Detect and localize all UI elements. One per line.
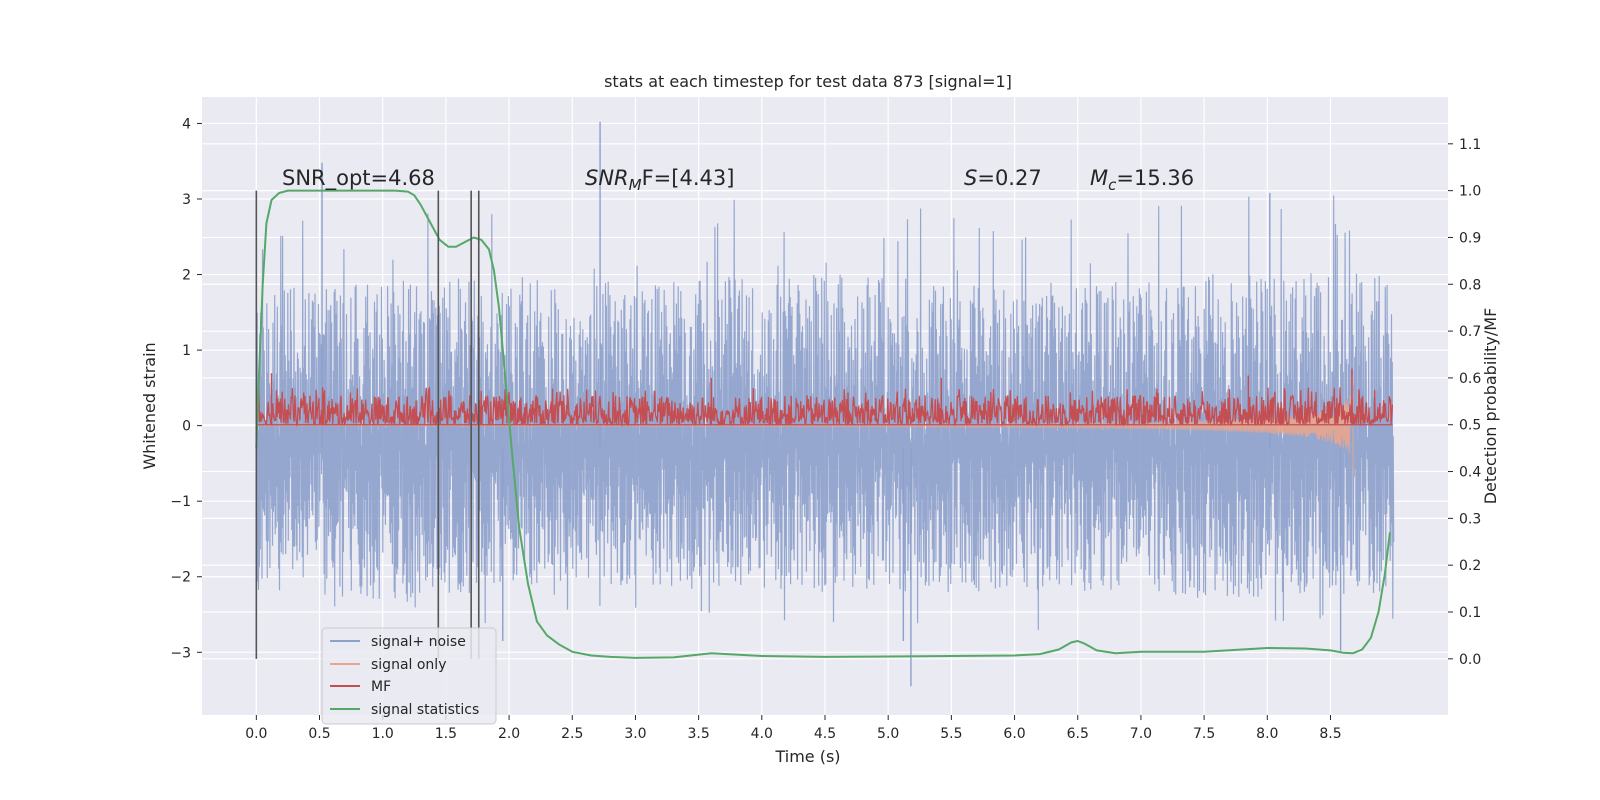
series-signal-noise xyxy=(255,195,1395,631)
snr-mf-annotation: SNRMF=[4.43] xyxy=(585,166,734,194)
x-tick-label: 2.0 xyxy=(498,726,520,742)
s-symbol: S xyxy=(964,166,977,190)
y2-tick-label: 0.2 xyxy=(1459,558,1481,574)
y2-tick-label: 0.1 xyxy=(1459,605,1481,621)
x-tick-label: 3.0 xyxy=(624,726,646,742)
x-tick-label: 2.5 xyxy=(561,726,583,742)
y-tick-label: 4 xyxy=(182,116,191,132)
y2-tick-label: 0.0 xyxy=(1459,652,1481,668)
mc-symbol: M xyxy=(1090,166,1108,190)
legend-box xyxy=(321,627,497,725)
x-tick-label: 3.5 xyxy=(687,726,709,742)
x-tick-label: 8.5 xyxy=(1319,726,1341,742)
snr-mf-subscript: M xyxy=(629,176,642,194)
y2-axis-title: Detection probability/MF xyxy=(1481,308,1500,505)
x-tick-label: 7.0 xyxy=(1130,726,1152,742)
y2-tick-label: 0.5 xyxy=(1459,418,1481,434)
series-mf xyxy=(255,386,1394,428)
x-tick-label: 4.5 xyxy=(814,726,836,742)
x-tick-label: 0.0 xyxy=(245,726,267,742)
y2-tick-label: 0.7 xyxy=(1459,324,1481,340)
x-axis-title: Time (s) xyxy=(774,747,840,766)
legend-label-3: signal statistics xyxy=(371,702,479,718)
y-tick-label: −3 xyxy=(170,645,191,661)
y2-tick-label: 0.4 xyxy=(1459,465,1481,481)
snr-mf-value: F=[4.43] xyxy=(642,166,735,190)
s-annotation: S=0.27 xyxy=(964,166,1042,190)
mc-subscript: c xyxy=(1108,176,1117,194)
y2-tick-label: 0.9 xyxy=(1459,230,1481,246)
y2-tick-label: 1.1 xyxy=(1459,137,1481,153)
snr-mf-symbol: SNR xyxy=(585,166,629,190)
y2-tick-label: 1.0 xyxy=(1459,184,1481,200)
legend-label-2: MF xyxy=(371,679,391,695)
y-tick-label: 2 xyxy=(182,268,191,284)
mc-annotation: Mc=15.36 xyxy=(1090,166,1194,194)
y-tick-label: −2 xyxy=(170,570,191,586)
series-signal-statistics xyxy=(255,189,1391,659)
snr-opt-annotation: SNR_opt=4.68 xyxy=(282,166,435,191)
chart-title: stats at each timestep for test data 873… xyxy=(604,72,1012,91)
s-value: =0.27 xyxy=(977,166,1041,190)
x-tick-label: 5.5 xyxy=(940,726,962,742)
x-tick-label: 8.0 xyxy=(1256,726,1278,742)
legend: signal+ noise signal only MF signal stat… xyxy=(321,627,497,725)
y-tick-label: 3 xyxy=(182,192,191,208)
y-tick-label: 1 xyxy=(182,343,191,359)
legend-label-1: signal only xyxy=(371,657,446,673)
mc-value: =15.36 xyxy=(1116,166,1194,190)
x-tick-label: 6.0 xyxy=(1003,726,1025,742)
x-tick-label: 6.5 xyxy=(1067,726,1089,742)
x-tick-label: 7.5 xyxy=(1193,726,1215,742)
x-tick-label: 1.5 xyxy=(435,726,457,742)
x-tick-label: 0.5 xyxy=(308,726,330,742)
y2-tick-label: 0.8 xyxy=(1459,277,1481,293)
y-tick-label: 0 xyxy=(182,419,191,435)
x-tick-label: 5.0 xyxy=(877,726,899,742)
x-tick-label: 4.0 xyxy=(751,726,773,742)
x-tick-label: 1.0 xyxy=(372,726,394,742)
legend-label-0: signal+ noise xyxy=(371,634,466,650)
y2-tick-label: 0.6 xyxy=(1459,371,1481,387)
y-tick-label: −1 xyxy=(170,494,191,510)
y2-tick-label: 0.3 xyxy=(1459,511,1481,527)
y-axis-title: Whitened strain xyxy=(140,342,159,469)
